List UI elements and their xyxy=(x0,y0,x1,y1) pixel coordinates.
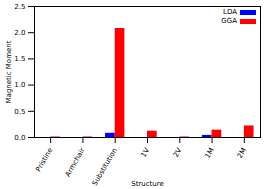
svg-text:1V: 1V xyxy=(140,146,152,158)
svg-text:Pristine: Pristine xyxy=(34,147,54,174)
svg-text:1M: 1M xyxy=(204,147,216,160)
svg-text:2.5: 2.5 xyxy=(14,3,25,11)
svg-text:0.0: 0.0 xyxy=(14,134,25,142)
svg-text:0.5: 0.5 xyxy=(14,108,25,116)
html-text:GGA: GGA xyxy=(221,17,237,25)
svg-text:Substitution: Substitution xyxy=(91,147,119,188)
svg-text:Structure: Structure xyxy=(131,180,164,188)
svg-text:Armchair: Armchair xyxy=(64,147,87,179)
html-text:LDA: LDA xyxy=(223,8,237,16)
svg-text:1.5: 1.5 xyxy=(14,55,25,63)
svg-text:2M: 2M xyxy=(236,147,248,160)
svg-text:2V: 2V xyxy=(172,146,184,158)
svg-text:1.0: 1.0 xyxy=(14,81,25,89)
svg-text:2.0: 2.0 xyxy=(14,29,25,37)
svg-text:Magnetic Moment: Magnetic Moment xyxy=(5,40,13,103)
